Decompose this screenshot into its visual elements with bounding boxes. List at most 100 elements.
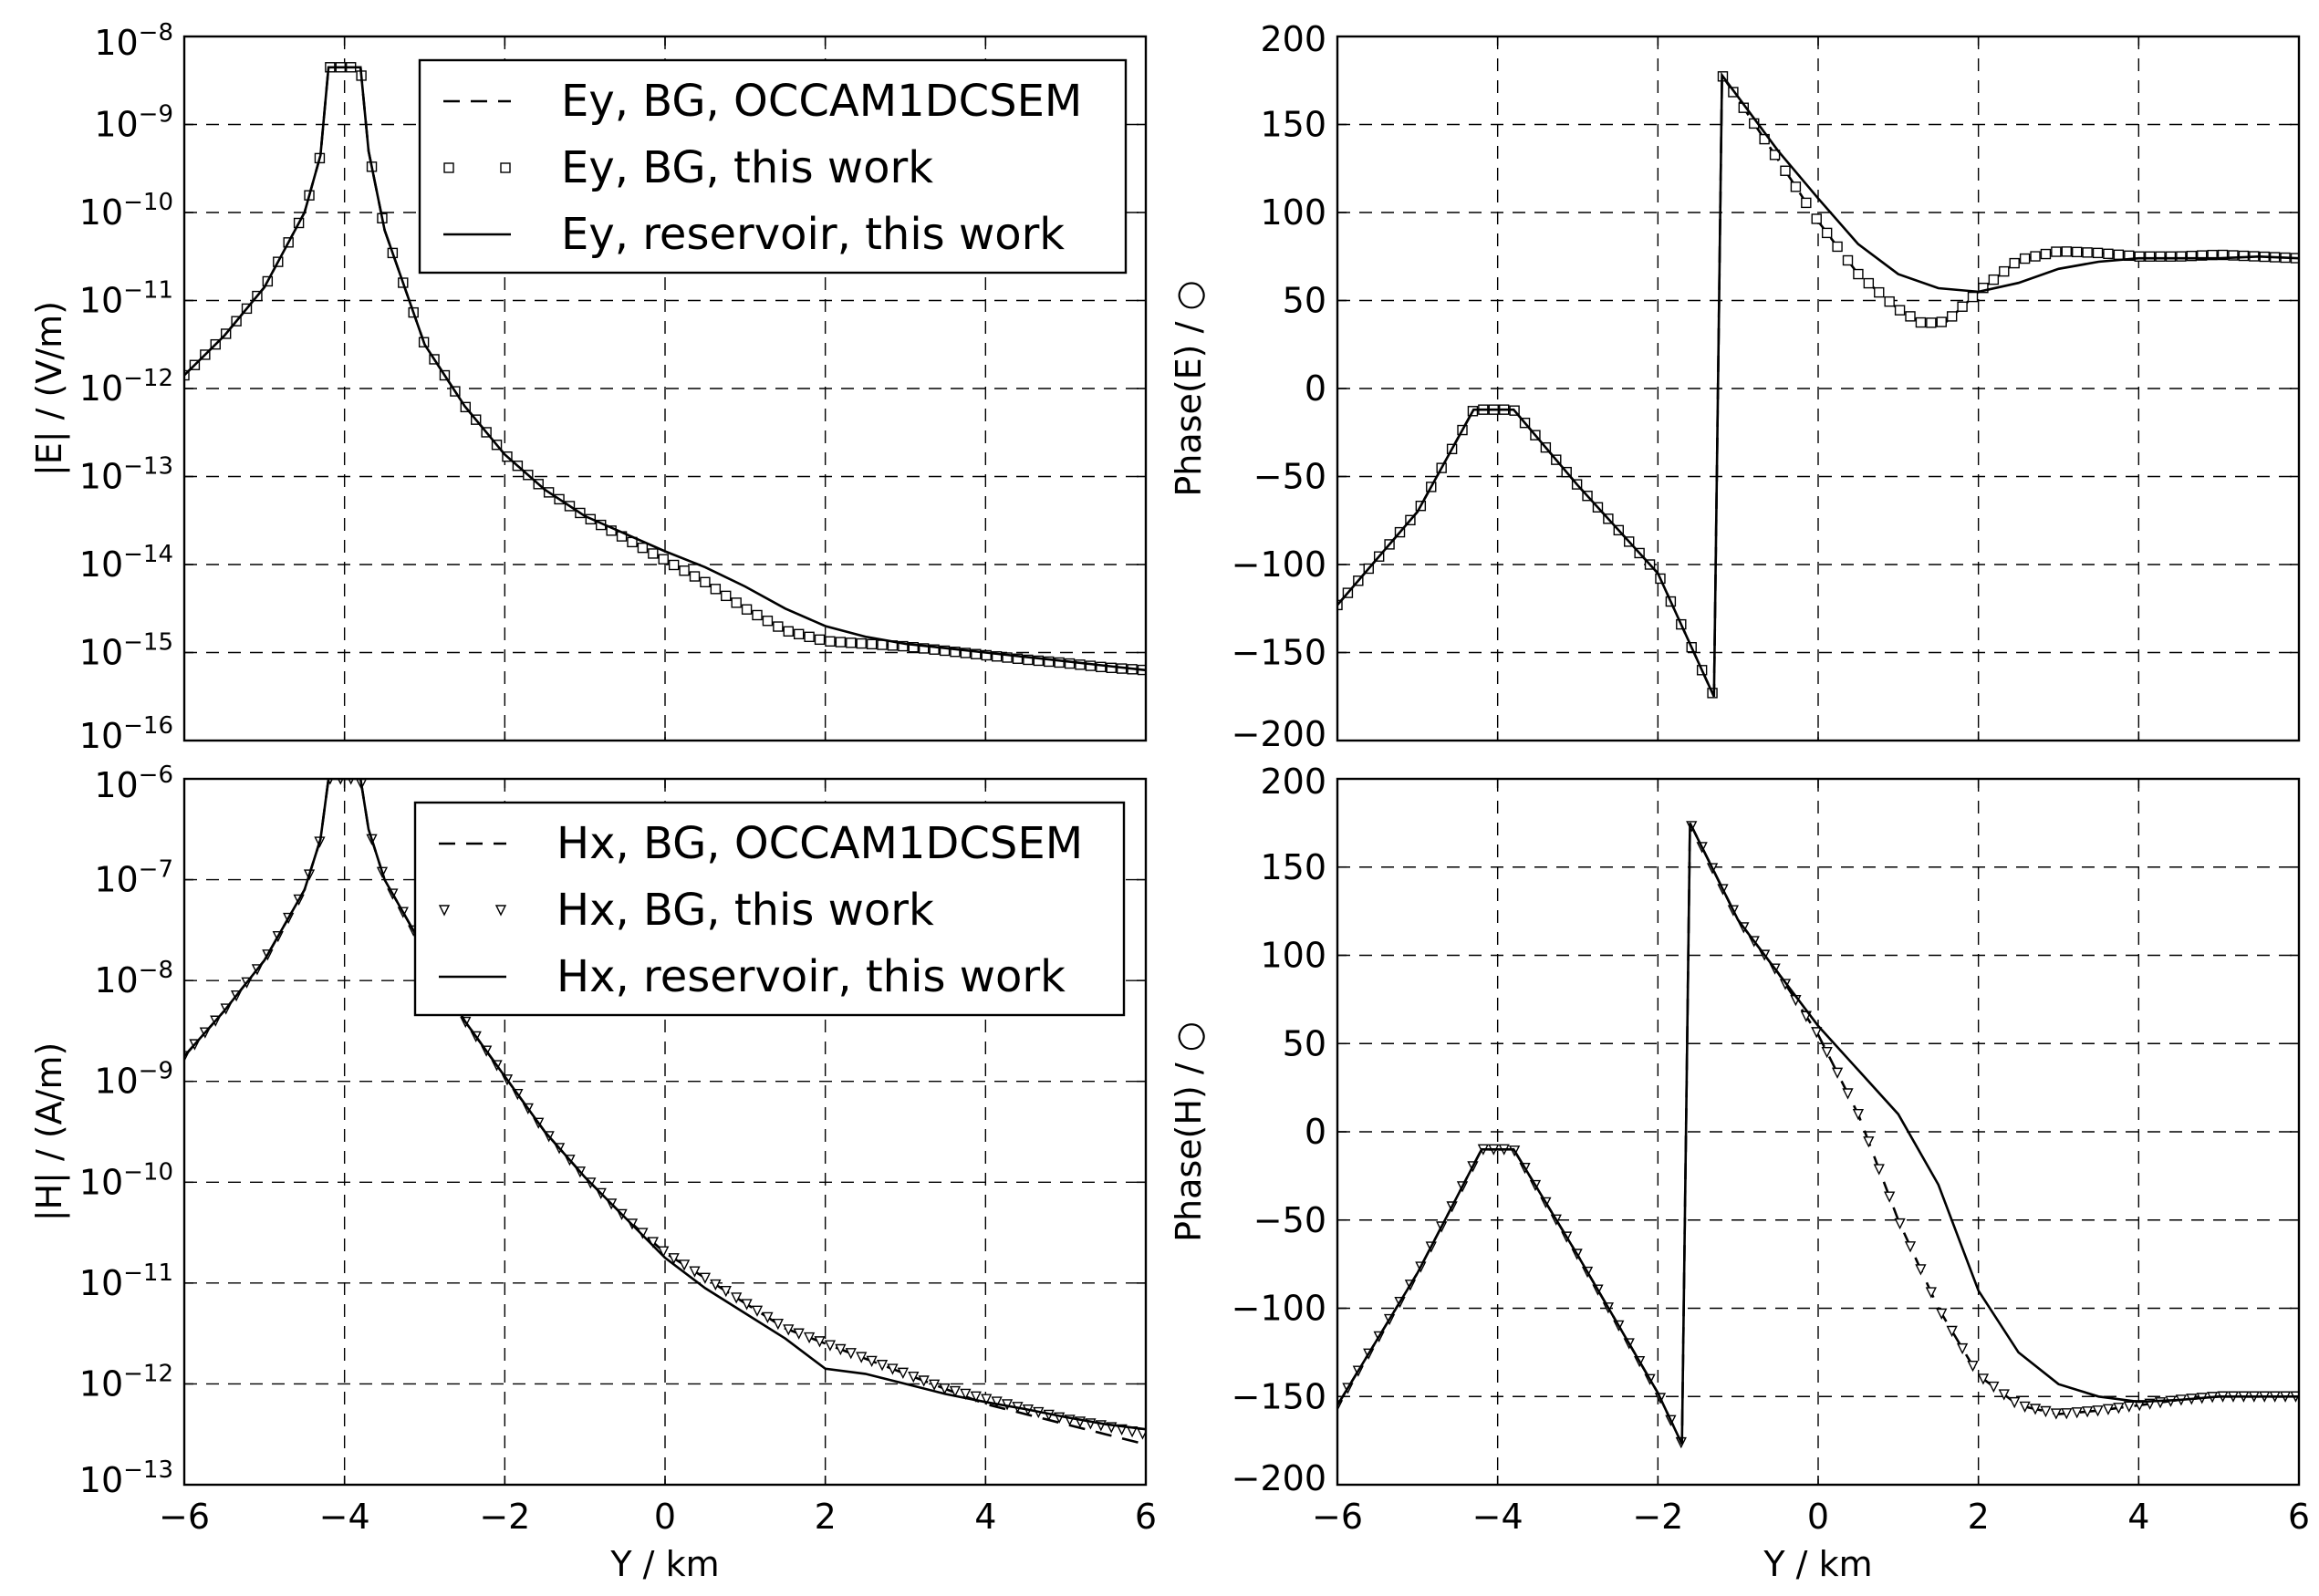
data-point-triangle bbox=[2009, 1396, 2021, 1409]
data-point-square bbox=[1884, 295, 1895, 307]
panel-H-phase: −6 −4 −2 0 2 4 6 −200 −150 −100 −50 0 50 100 150 200 Pha… bbox=[1169, 762, 2310, 1584]
y-tick-label: 100 bbox=[1260, 936, 1326, 976]
data-point-triangle bbox=[2113, 1403, 2125, 1415]
data-point-square bbox=[793, 628, 805, 640]
legend-box bbox=[418, 58, 1128, 275]
series-line-solid bbox=[184, 66, 1146, 672]
data-point-square bbox=[2144, 251, 2156, 262]
y-tick-label: 10−10 bbox=[79, 189, 173, 233]
data-point-square bbox=[1780, 165, 1791, 176]
y-tick-label: −50 bbox=[1253, 1200, 1326, 1240]
data-point-square bbox=[1874, 286, 1885, 298]
data-point-triangle bbox=[803, 1332, 816, 1344]
y-tick-label: 200 bbox=[1260, 19, 1326, 59]
series-solid bbox=[1337, 822, 2299, 1446]
data-point-triangle bbox=[1936, 1308, 1948, 1320]
data-point-square bbox=[1832, 241, 1843, 253]
data-point-triangle bbox=[814, 1336, 826, 1348]
y-tick-label: 10−9 bbox=[94, 101, 173, 145]
data-point-triangle bbox=[1821, 1047, 1833, 1059]
data-point-square bbox=[2019, 253, 2031, 264]
data-point-triangle bbox=[2071, 1407, 2083, 1419]
legend-marker-triangle bbox=[438, 905, 451, 917]
data-point-square bbox=[1064, 658, 1076, 669]
data-point-triangle bbox=[1967, 1361, 1979, 1373]
legend-label: Hx, reservoir, this work bbox=[556, 951, 1066, 1002]
data-point-square bbox=[1978, 282, 1989, 294]
tick-base: 10 bbox=[94, 105, 138, 145]
data-point-square bbox=[1988, 274, 2000, 285]
data-point-square bbox=[2040, 248, 2052, 260]
y-tick-label: 10−7 bbox=[94, 856, 173, 900]
y-tick-label: 200 bbox=[1260, 762, 1326, 802]
y-tick-label: 10−10 bbox=[79, 1158, 173, 1202]
y-tick-label: 10−11 bbox=[79, 1259, 173, 1303]
y-tick-label: −150 bbox=[1232, 1376, 1326, 1416]
data-point-square bbox=[856, 637, 867, 649]
data-point-triangle bbox=[731, 1292, 743, 1304]
tick-base: 10 bbox=[94, 960, 138, 1000]
data-point-square bbox=[1769, 150, 1781, 161]
data-point-square bbox=[1811, 213, 1822, 224]
data-point-triangle bbox=[783, 1324, 795, 1336]
data-point-square bbox=[2197, 250, 2208, 261]
legend-box bbox=[413, 801, 1126, 1017]
data-point-triangle bbox=[2123, 1401, 2135, 1413]
data-point-square bbox=[846, 637, 857, 648]
y-axis-label: |E| / (V/m) bbox=[29, 301, 70, 476]
data-point-triangle bbox=[960, 1388, 972, 1401]
legend-label: Ey, reservoir, this work bbox=[561, 209, 1065, 260]
data-point-square bbox=[1842, 254, 1854, 266]
tick-base: 10 bbox=[79, 716, 123, 756]
data-point-triangle bbox=[710, 1279, 722, 1291]
data-point-square bbox=[2061, 246, 2072, 257]
tick-exponent: −13 bbox=[123, 1456, 173, 1484]
y-tick-label: 150 bbox=[1260, 105, 1326, 145]
y-tick-label: 10−9 bbox=[94, 1058, 173, 1102]
x-tick-label: −6 bbox=[159, 1497, 210, 1537]
tick-exponent: −15 bbox=[123, 629, 173, 657]
data-point-triangle bbox=[1852, 1108, 1865, 1121]
y-tick-label: 10−8 bbox=[94, 957, 173, 1000]
tick-exponent: −14 bbox=[123, 541, 173, 568]
tick-base: 10 bbox=[94, 860, 138, 900]
data-point-square bbox=[877, 639, 888, 650]
data-point-square bbox=[814, 634, 826, 646]
data-point-triangle bbox=[678, 1259, 691, 1271]
data-point-square bbox=[2238, 250, 2250, 262]
panel-E-phase: −200 −150 −100 −50 0 50 100 150 200 Phase(E) / ○ bbox=[1169, 19, 2301, 754]
tick-exponent: −9 bbox=[139, 1058, 173, 1085]
data-point-square bbox=[1012, 653, 1024, 664]
data-point-triangle bbox=[751, 1305, 764, 1317]
tick-base: 10 bbox=[79, 457, 123, 497]
data-point-square bbox=[2113, 249, 2125, 261]
data-point-square bbox=[710, 584, 722, 595]
x-tick-label: −4 bbox=[319, 1497, 370, 1537]
data-point-square bbox=[835, 637, 847, 648]
legend: Ey, BG, OCCAM1DCSEM Ey, BG, this work Ey, … bbox=[418, 58, 1128, 275]
legend-label: Hx, BG, this work bbox=[556, 885, 934, 936]
data-point-square bbox=[1023, 654, 1034, 666]
tick-exponent: −12 bbox=[123, 365, 173, 392]
x-tick-label: −2 bbox=[1632, 1497, 1683, 1537]
axes-frame bbox=[1336, 35, 2301, 742]
data-point-square bbox=[2082, 247, 2093, 258]
y-tick-label: 50 bbox=[1283, 281, 1326, 321]
data-point-triangle bbox=[1977, 1373, 1990, 1385]
tick-exponent: −11 bbox=[123, 277, 173, 305]
data-point-square bbox=[1002, 652, 1013, 663]
data-point-triangle bbox=[856, 1352, 868, 1363]
x-axis-label: Y / km bbox=[1763, 1544, 1872, 1584]
tick-base: 10 bbox=[79, 1363, 123, 1404]
data-point-triangle bbox=[876, 1360, 889, 1372]
data-point-square bbox=[1999, 265, 2010, 277]
data-point-triangle bbox=[897, 1367, 909, 1379]
legend-label: Ey, BG, OCCAM1DCSEM bbox=[561, 76, 1082, 127]
data-point-square bbox=[1044, 656, 1055, 668]
data-point-triangle bbox=[720, 1286, 732, 1298]
tick-exponent: −8 bbox=[139, 957, 173, 984]
data-point-triangle bbox=[949, 1385, 962, 1398]
data-point-triangle bbox=[699, 1272, 712, 1284]
data-point-square bbox=[1915, 316, 1927, 328]
